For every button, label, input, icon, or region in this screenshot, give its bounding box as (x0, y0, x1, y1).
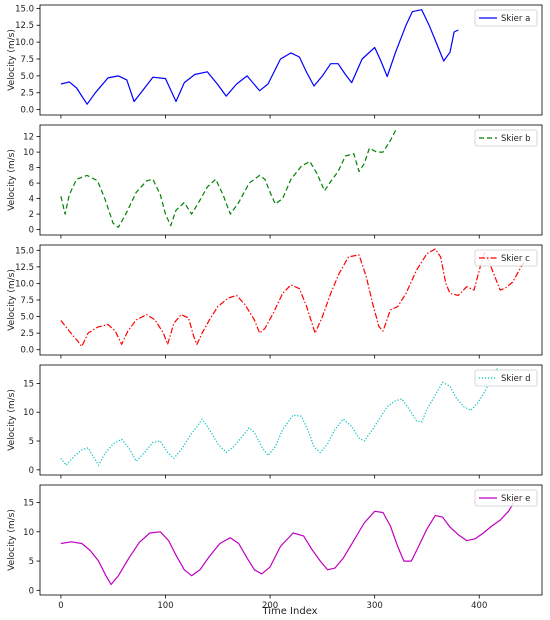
legend-label: Skier a (501, 14, 530, 24)
y-tick-label: 0 (29, 226, 34, 236)
y-tick-label: 5 (29, 557, 34, 567)
y-tick-label: 4 (29, 195, 34, 205)
legend-box (474, 249, 538, 267)
y-axis-label: Velocity (m/s) (7, 509, 17, 571)
y-tick-label: 0.0 (20, 106, 34, 116)
legend-label: Skier e (501, 494, 530, 504)
y-tick-label: 10 (23, 408, 34, 418)
subplot-1: 0.0 2.5 5.0 7.5 10.0 12.5 15.0 Velocity (m/s) Sk… (7, 4, 543, 119)
y-axis-label: Velocity (m/s) (7, 149, 17, 211)
y-tick-label: 12.5 (15, 263, 34, 273)
legend-box (474, 9, 538, 27)
legend-box (474, 129, 538, 147)
y-tick-label: 2.5 (20, 329, 34, 339)
y-tick-label: 2 (29, 210, 34, 220)
y-tick-label: 15.0 (15, 246, 34, 256)
legend-box (474, 489, 538, 507)
legend: Skier b (474, 129, 538, 147)
y-tick-label: 2.5 (20, 89, 34, 99)
x-tick-label: 400 (471, 601, 487, 611)
legend: Skier c (474, 249, 538, 267)
legend-label: Skier c (501, 254, 530, 264)
subplot-5: 0 5 10 15 0 100 200 300 400 Velocity (m/s) Skier e (7, 484, 543, 611)
y-tick-label: 0.0 (20, 346, 34, 356)
x-tick-label: 300 (367, 601, 383, 611)
y-tick-label: 5.0 (20, 72, 34, 82)
series-line-skier-c (60, 248, 527, 347)
series-line-skier-b (60, 130, 397, 228)
y-tick-label: 15 (23, 379, 34, 389)
legend: Skier d (474, 369, 538, 387)
axes-frame (39, 4, 543, 116)
axes-frame (39, 484, 543, 596)
y-axis-label: Velocity (m/s) (7, 269, 17, 331)
axes-frame (39, 364, 543, 476)
y-tick-label: 8 (29, 164, 34, 174)
y-tick-label: 10 (23, 148, 34, 158)
legend-label: Skier d (501, 374, 531, 384)
y-tick-label: 5.0 (20, 313, 34, 323)
y-axis-label: Velocity (m/s) (7, 29, 17, 91)
y-tick-label: 12 (23, 133, 34, 143)
x-tick-label: 100 (157, 601, 173, 611)
y-tick-label: 0 (29, 586, 34, 596)
y-tick-label: 6 (29, 179, 34, 189)
series-line-skier-e (60, 496, 519, 586)
y-tick-label: 5 (29, 437, 34, 447)
legend: Skier a (474, 9, 538, 27)
legend-label: Skier b (501, 134, 531, 144)
y-tick-label: 7.5 (20, 55, 34, 65)
y-tick-label: 7.5 (20, 296, 34, 306)
y-tick-label: 12.5 (15, 21, 34, 31)
subplot-4: 0 5 10 15 Velocity (m/s) Skier d (7, 364, 543, 479)
y-tick-label: 15 (23, 499, 34, 509)
y-axis-label: Velocity (m/s) (7, 389, 17, 451)
y-tick-label: 10 (23, 528, 34, 538)
y-tick-label: 10.0 (15, 38, 34, 48)
x-tick-label: 200 (262, 601, 278, 611)
y-tick-label: 0 (29, 466, 34, 476)
axes-frame (39, 244, 543, 356)
legend-box (474, 369, 538, 387)
y-tick-label: 10.0 (15, 279, 34, 289)
x-tick-label: 0 (58, 601, 63, 611)
subplot-2: 0 2 4 6 8 10 12 Velocity (m/s) Skier b (7, 124, 543, 239)
legend: Skier e (474, 489, 538, 507)
y-tick-label: 15.0 (15, 4, 34, 14)
x-axis-label: Time Index (261, 606, 317, 617)
subplot-3: 0.0 2.5 5.0 7.5 10.0 12.5 15.0 Velocity (m/s) Sk… (7, 244, 543, 359)
series-line-skier-a (60, 9, 459, 105)
